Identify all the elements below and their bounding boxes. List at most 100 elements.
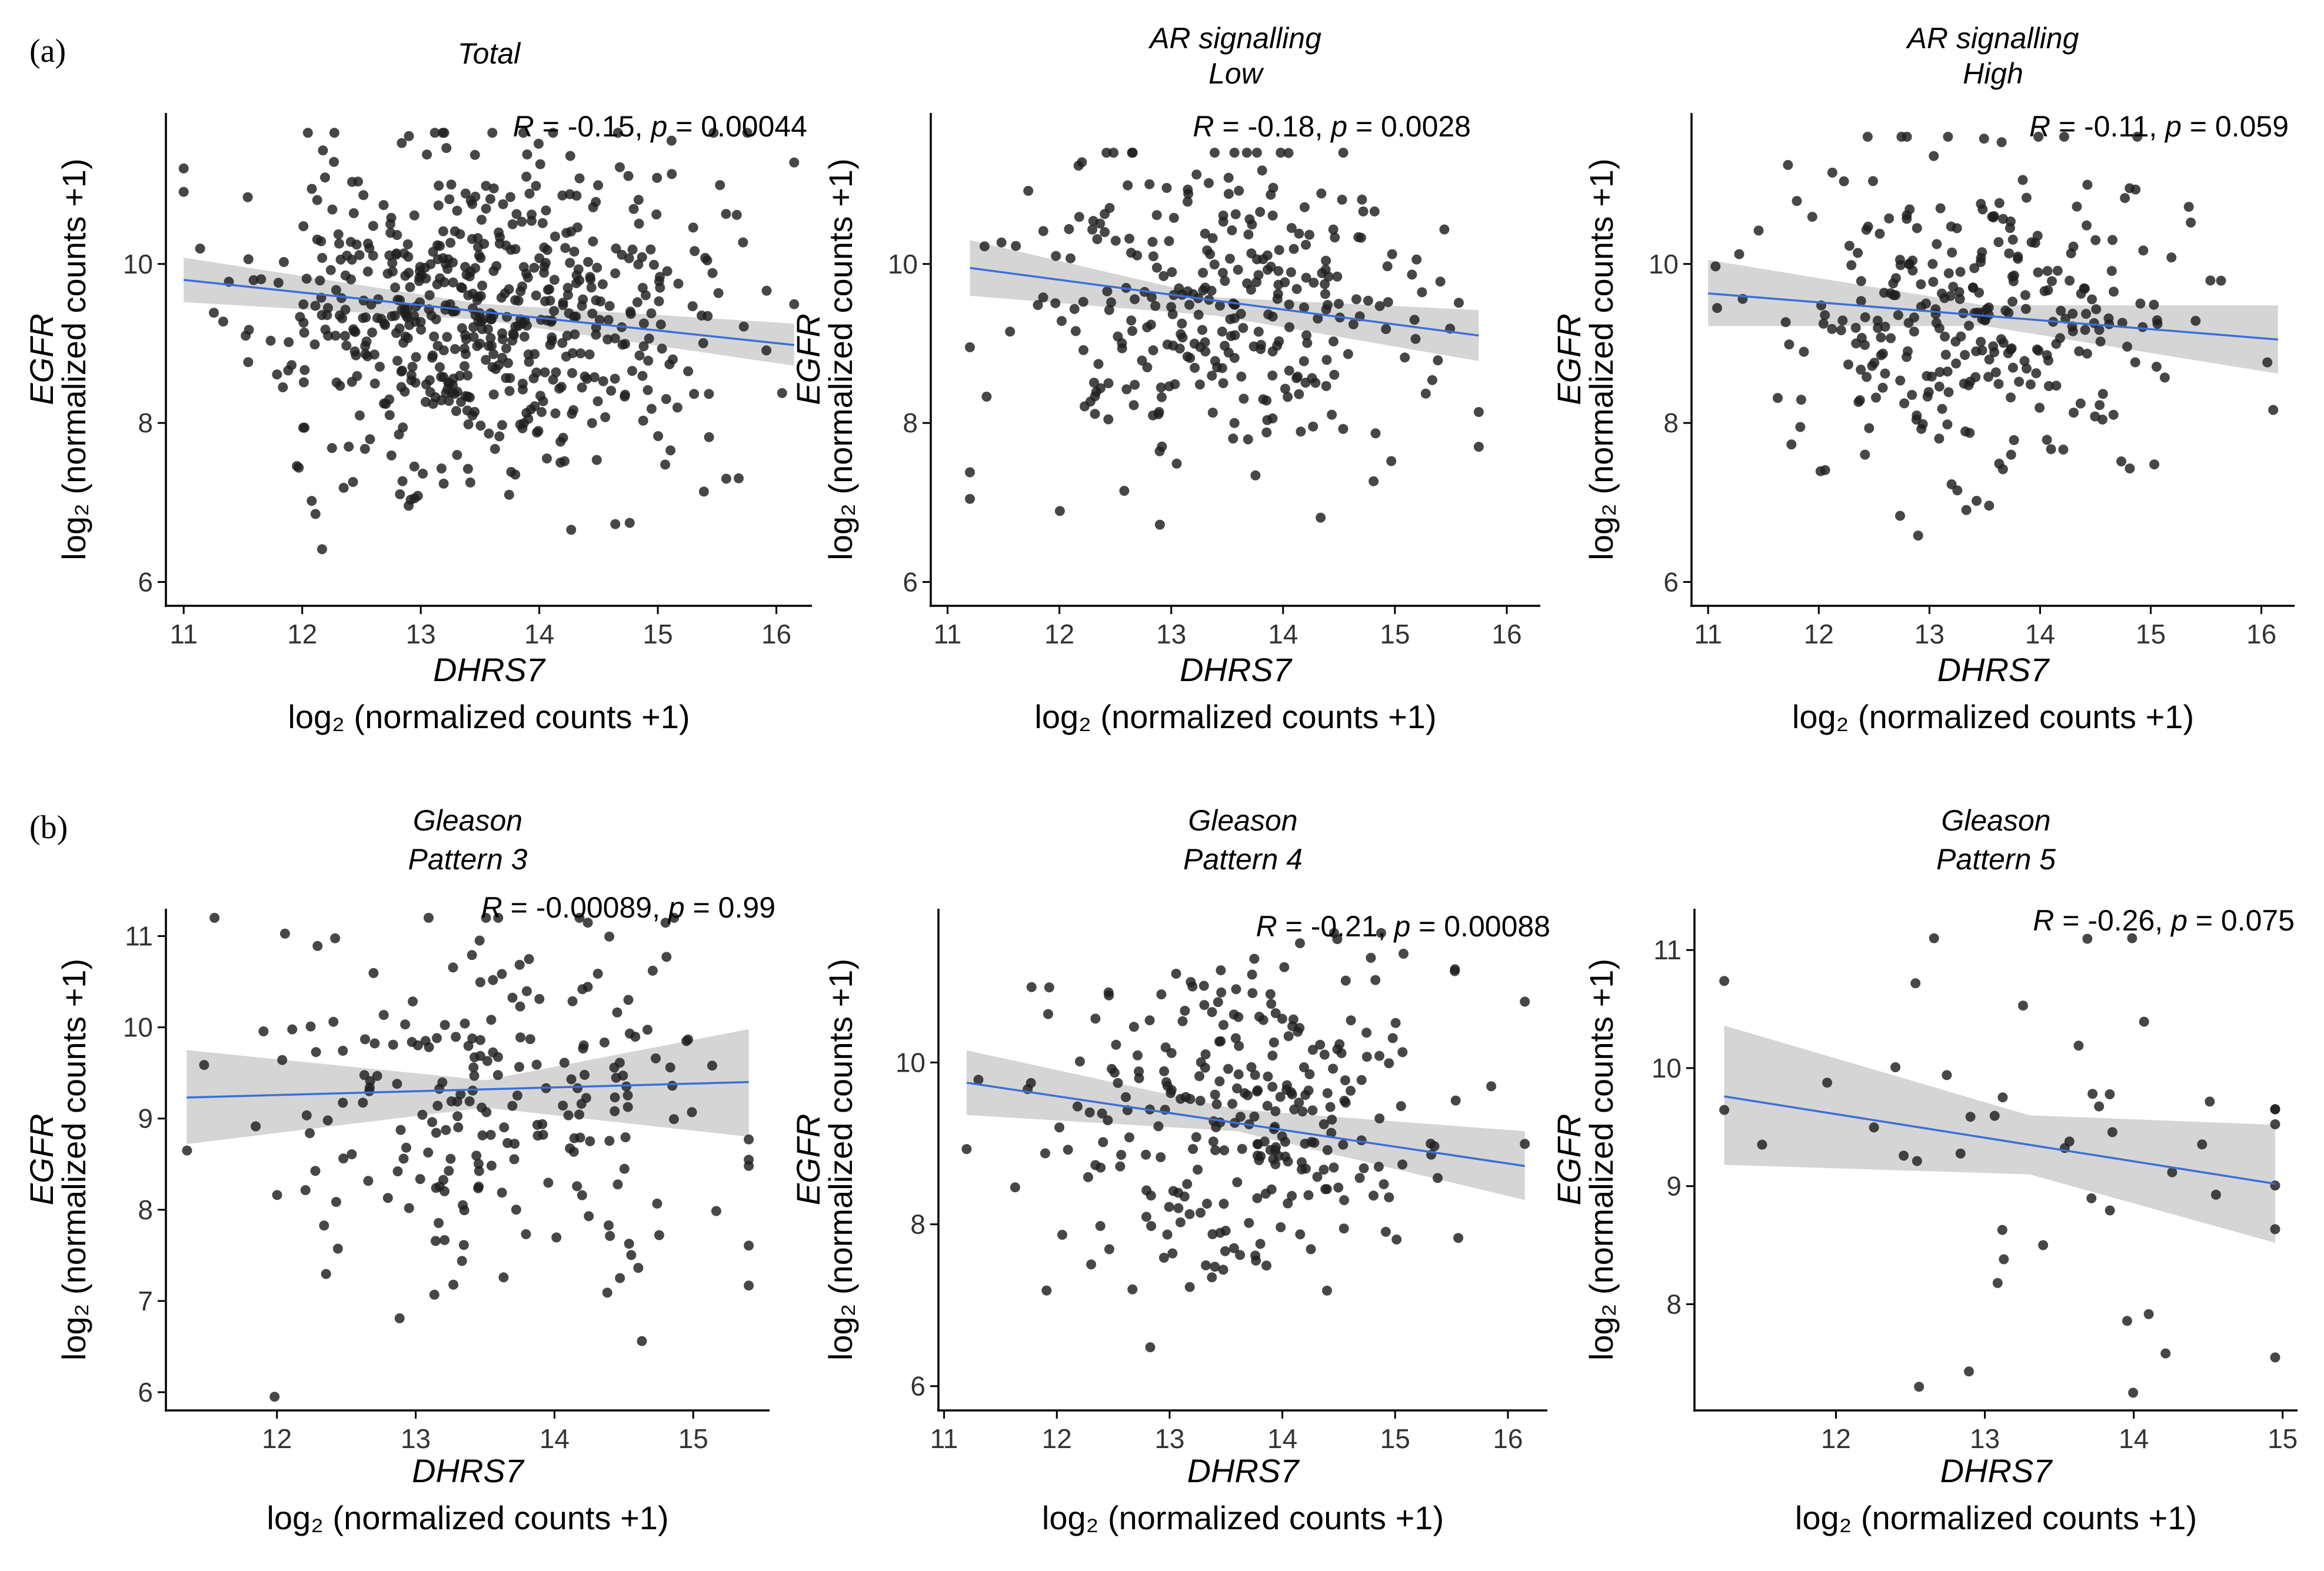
data-point — [432, 1033, 442, 1043]
y-tick-label: 6 — [138, 566, 153, 597]
data-point — [1454, 298, 1464, 308]
data-point — [209, 913, 220, 923]
scatter-plot-5: 11 12 13 14 15 16 6 8 10 Gleason Pattern 4 R = -0.2… — [790, 804, 1550, 1536]
data-points — [961, 928, 1530, 1353]
data-point — [243, 254, 254, 265]
data-point — [683, 366, 694, 376]
data-point — [1218, 1265, 1228, 1275]
data-point — [1151, 210, 1162, 221]
data-point — [514, 959, 525, 970]
data-point — [368, 968, 379, 978]
data-point — [460, 391, 471, 401]
data-point — [604, 301, 615, 311]
correlation-annotation: R = -0.00089, p = 0.99 — [481, 891, 775, 924]
data-point — [551, 1232, 562, 1243]
data-point — [515, 1001, 525, 1012]
data-point — [534, 994, 545, 1004]
data-point — [2046, 444, 2056, 455]
data-point — [1337, 195, 1347, 205]
x-tick-label: 16 — [1491, 619, 1521, 649]
data-point — [584, 349, 595, 360]
data-point — [1113, 1078, 1123, 1088]
data-point — [429, 331, 440, 342]
data-point — [1947, 247, 1957, 258]
x-tick-label: 13 — [1915, 619, 1945, 649]
data-point — [1877, 382, 1888, 393]
data-point — [1276, 1222, 1286, 1232]
data-point — [1227, 225, 1237, 236]
data-point — [402, 312, 413, 323]
data-point — [704, 432, 714, 442]
data-point — [475, 338, 485, 349]
data-point — [568, 405, 579, 415]
data-point — [1183, 189, 1194, 199]
data-point — [1363, 295, 1373, 306]
data-point — [646, 308, 657, 319]
x-tick-label: 14 — [1268, 619, 1298, 649]
data-point — [322, 1115, 333, 1126]
data-point — [1351, 294, 1361, 305]
data-point — [1307, 1105, 1318, 1116]
y-tick-label: 10 — [123, 1012, 153, 1043]
data-point — [412, 1040, 423, 1050]
data-point — [1257, 165, 1267, 176]
data-point — [1899, 398, 1910, 409]
data-point — [415, 316, 426, 327]
data-point — [1354, 1173, 1365, 1183]
data-point — [606, 385, 617, 396]
data-point — [1301, 239, 1311, 250]
data-point — [518, 262, 529, 272]
data-point — [1818, 318, 1829, 329]
data-point — [1063, 1145, 1073, 1155]
data-point — [1171, 969, 1181, 979]
data-point — [1960, 426, 1970, 437]
data-point — [2104, 319, 2115, 329]
data-point — [475, 977, 485, 988]
data-point — [390, 282, 401, 293]
data-point — [1330, 232, 1340, 243]
data-point — [338, 482, 349, 493]
data-point — [1940, 349, 1951, 360]
data-point — [322, 310, 332, 321]
y-axis-title: EGFR — [23, 1114, 60, 1206]
data-point — [584, 1211, 594, 1222]
data-point — [1886, 333, 1896, 343]
data-point — [1940, 331, 1950, 342]
plot-title: Gleason — [1941, 804, 2050, 837]
data-point — [1872, 315, 1883, 326]
data-point — [473, 1159, 484, 1169]
data-point — [452, 450, 462, 460]
data-point — [405, 282, 415, 292]
data-point — [429, 1289, 440, 1300]
data-point — [572, 1083, 583, 1093]
data-point — [1225, 254, 1235, 264]
data-point — [372, 1070, 382, 1081]
data-point — [462, 370, 473, 381]
data-point — [1315, 1039, 1326, 1050]
data-point — [1097, 1108, 1107, 1119]
data-point — [577, 301, 587, 311]
data-point — [587, 308, 598, 319]
data-point — [615, 162, 625, 172]
data-point — [398, 1153, 409, 1164]
data-point — [1109, 1068, 1120, 1078]
data-point — [497, 969, 507, 979]
data-point — [2069, 408, 2079, 418]
data-point — [1101, 148, 1112, 158]
data-point — [2068, 241, 2079, 252]
x-axis-subtitle: log₂ (normalized counts +1) — [1795, 1499, 2197, 1536]
data-point — [1989, 1110, 2000, 1121]
y-tick-label: 8 — [138, 1195, 153, 1225]
data-point — [708, 128, 719, 138]
data-point — [1130, 379, 1140, 390]
data-point — [1108, 148, 1119, 158]
data-point — [1902, 214, 1912, 224]
data-point — [654, 296, 664, 306]
data-point — [2090, 411, 2100, 422]
data-point — [1880, 368, 1890, 379]
data-point — [1104, 1244, 1114, 1255]
y-axis-title: EGFR — [1550, 1114, 1587, 1206]
data-point — [1905, 204, 1915, 215]
data-point — [298, 377, 309, 388]
data-point — [1247, 219, 1257, 230]
